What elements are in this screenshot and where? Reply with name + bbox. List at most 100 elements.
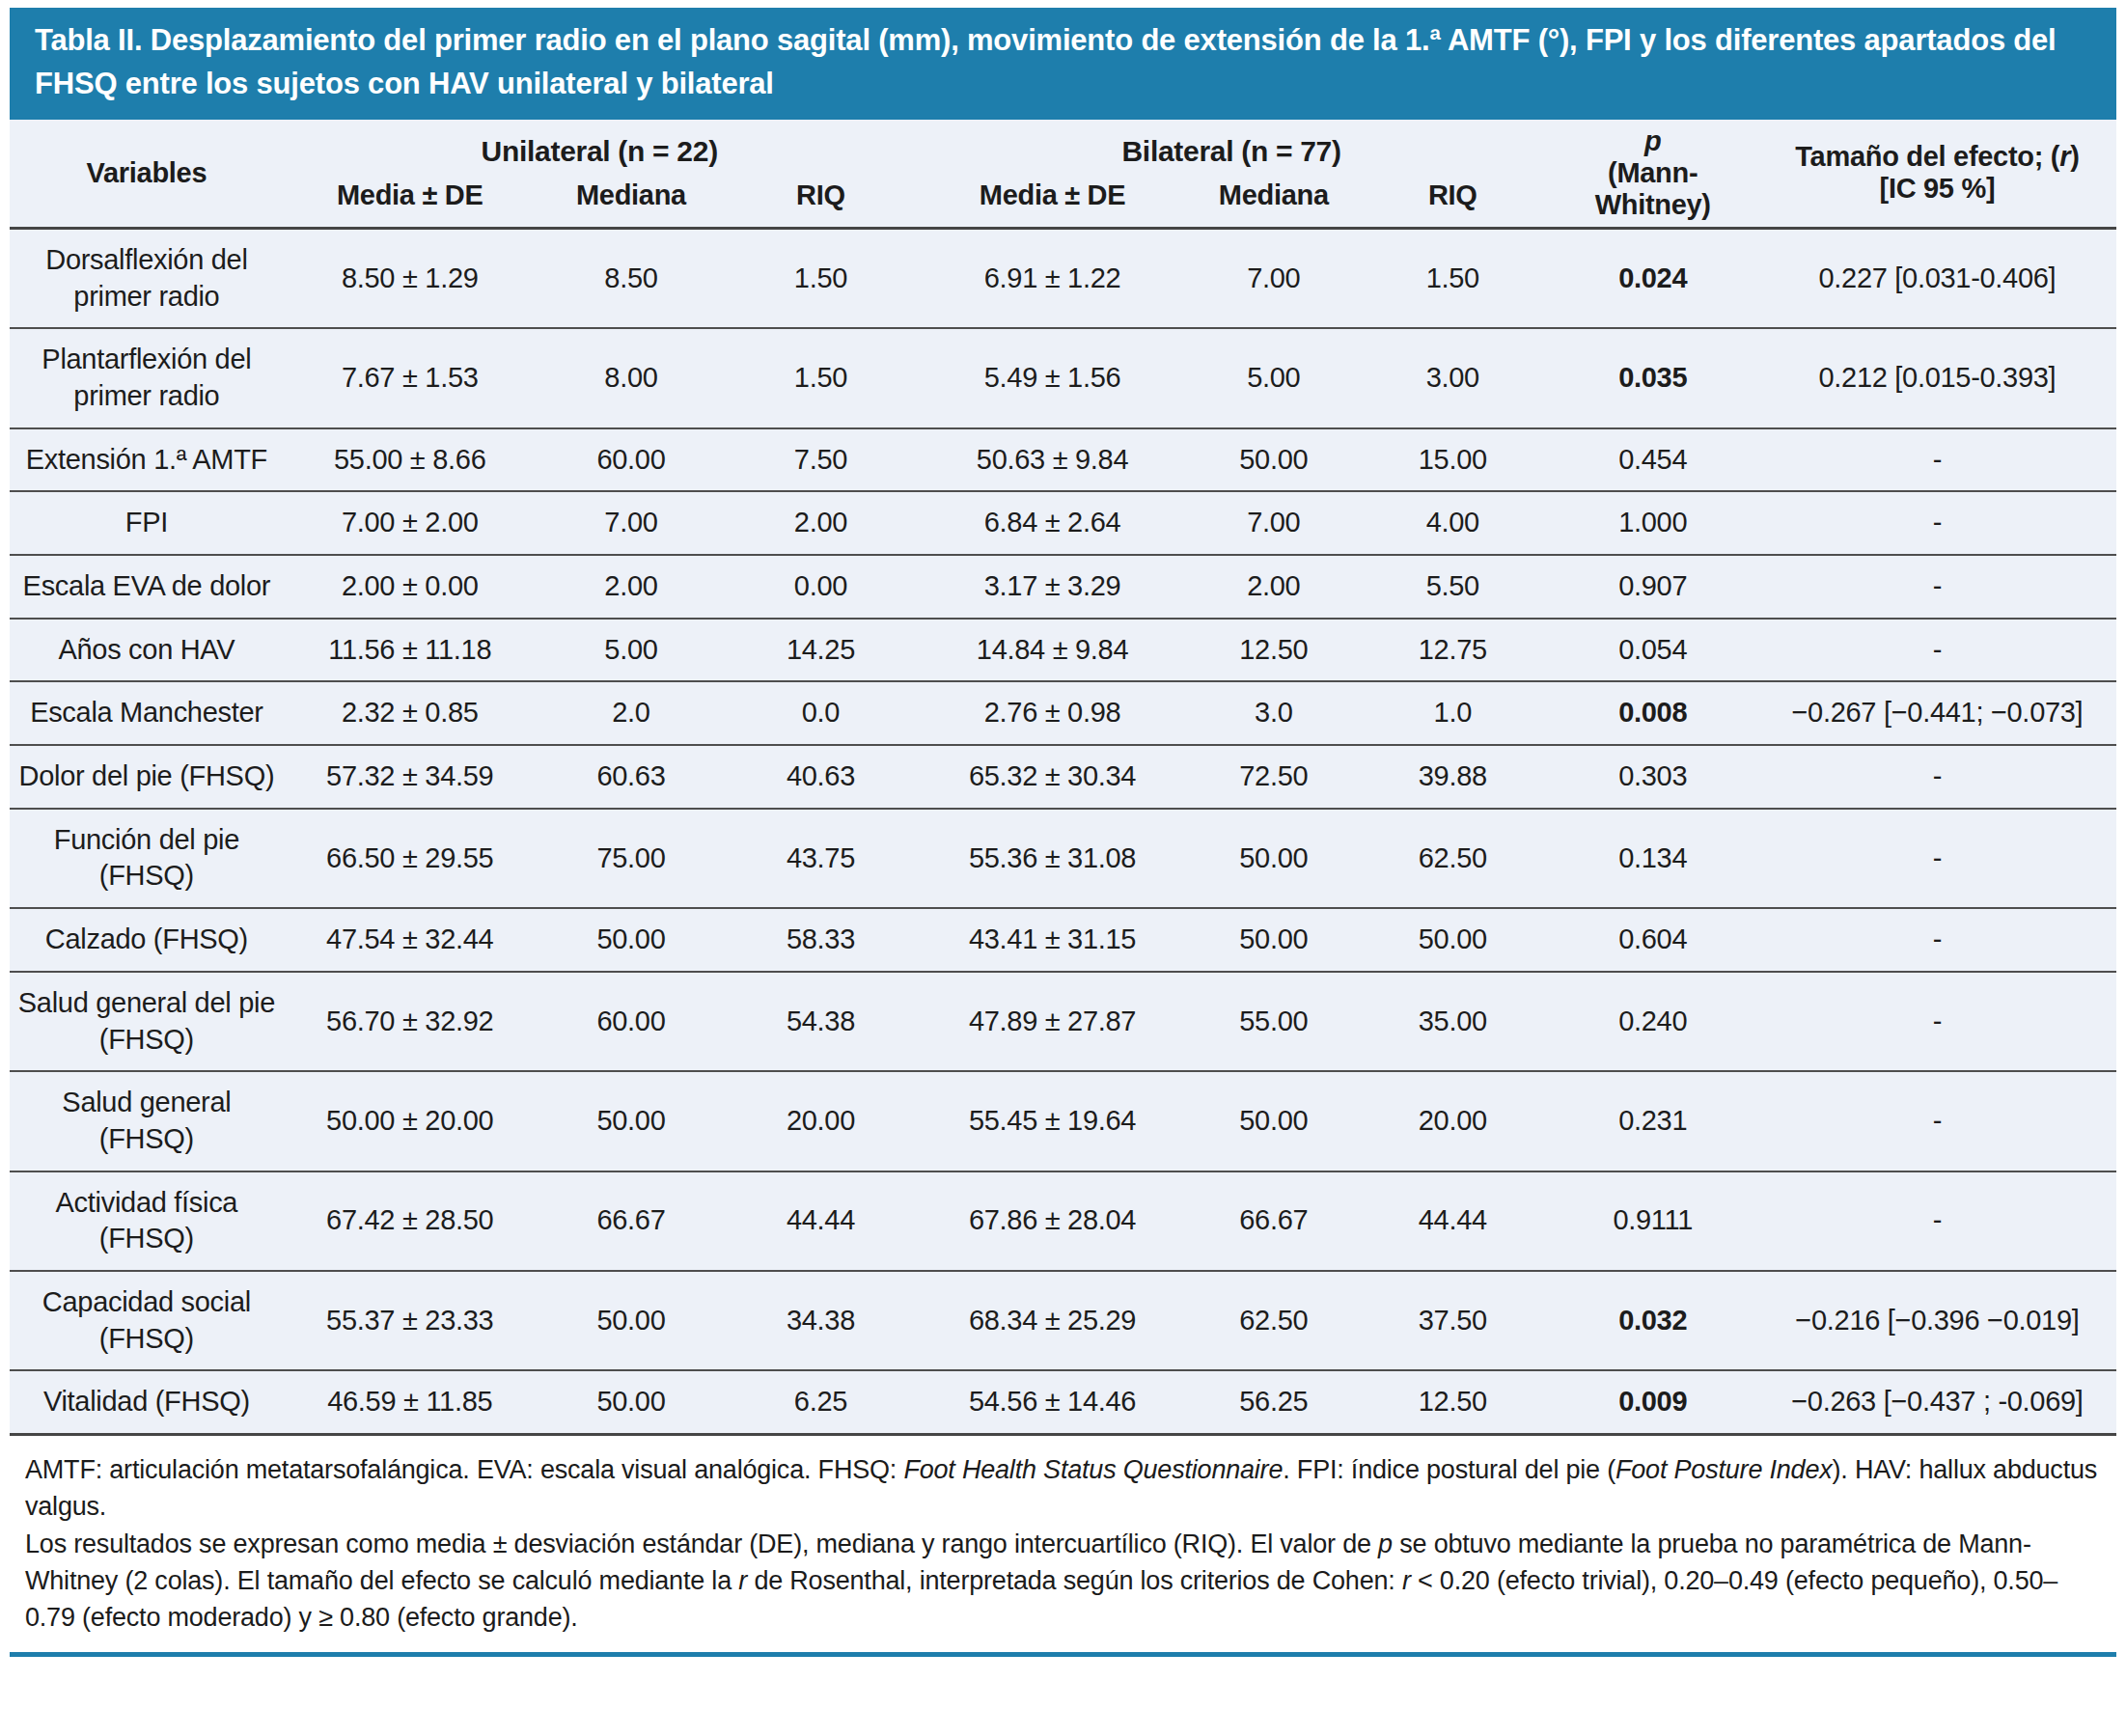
effect-size-value: 0.227 [0.031-0.406] [1758,228,2116,328]
variable-label: Actividad física (FHSQ) [10,1171,284,1271]
effect-size-value: - [1758,491,2116,555]
table-row: Dorsalflexión del primer radio 8.50 ± 1.… [10,228,2116,328]
bilateral-mediana-value: 3.0 [1189,681,1358,745]
p-value: 0.024 [1548,228,1758,328]
bilateral-media-value: 67.86 ± 28.04 [916,1171,1190,1271]
unilateral-media-value: 50.00 ± 20.00 [284,1071,537,1171]
p-value: 0.054 [1548,619,1758,682]
table-row: Años con HAV 11.56 ± 11.18 5.00 14.25 14… [10,619,2116,682]
p-value: 0.303 [1548,745,1758,809]
unilateral-mediana-value: 50.00 [537,1370,726,1434]
table-row: Dolor del pie (FHSQ) 57.32 ± 34.59 60.63… [10,745,2116,809]
bilateral-riq-value: 3.00 [1358,328,1547,427]
col-group-bilateral: Bilateral (n = 77) [916,120,1548,174]
effect-size-value: - [1758,1171,2116,1271]
unilateral-riq-value: 14.25 [726,619,915,682]
unilateral-mediana-value: 60.63 [537,745,726,809]
bilateral-media-value: 54.56 ± 14.46 [916,1370,1190,1434]
unilateral-riq-value: 34.38 [726,1271,915,1370]
variable-label: Escala Manchester [10,681,284,745]
unilateral-mediana-value: 8.50 [537,228,726,328]
bilateral-riq-value: 39.88 [1358,745,1547,809]
bilateral-riq-value: 37.50 [1358,1271,1547,1370]
effect-size-value: −0.263 [−0.437 ; -0.069] [1758,1370,2116,1434]
unilateral-mediana-value: 50.00 [537,1071,726,1171]
unilateral-media-value: 55.00 ± 8.66 [284,428,537,492]
bilateral-riq-value: 44.44 [1358,1171,1547,1271]
unilateral-media-value: 55.37 ± 23.33 [284,1271,537,1370]
bilateral-mediana-value: 66.67 [1189,1171,1358,1271]
effect-size-value: 0.212 [0.015-0.393] [1758,328,2116,427]
table-row: Función del pie (FHSQ) 66.50 ± 29.55 75.… [10,809,2116,908]
unilateral-riq-value: 0.00 [726,555,915,619]
table-row: Escala Manchester 2.32 ± 0.85 2.0 0.0 2.… [10,681,2116,745]
bilateral-riq-value: 12.75 [1358,619,1547,682]
p-value: 0.907 [1548,555,1758,619]
bilateral-mediana-value: 12.50 [1189,619,1358,682]
page: Tabla II. Desplazamiento del primer radi… [0,0,2126,1657]
effect-size-value: - [1758,428,2116,492]
unilateral-media-value: 46.59 ± 11.85 [284,1370,537,1434]
bilateral-media-value: 65.32 ± 30.34 [916,745,1190,809]
variable-label: Salud general (FHSQ) [10,1071,284,1171]
effect-label-pre: Tamaño del efecto; ( [1795,141,2059,172]
unilateral-media-value: 47.54 ± 32.44 [284,908,537,972]
col-header-effect-size: Tamaño del efecto; (r)[IC 95 %] [1758,120,2116,229]
col-header-mediana-unilateral: Mediana [537,174,726,229]
effect-size-value: - [1758,555,2116,619]
unilateral-media-value: 11.56 ± 11.18 [284,619,537,682]
unilateral-mediana-value: 60.00 [537,972,726,1071]
p-value: 0.454 [1548,428,1758,492]
col-header-mediana-bilateral: Mediana [1189,174,1358,229]
unilateral-media-value: 7.00 ± 2.00 [284,491,537,555]
table-row: Actividad física (FHSQ) 67.42 ± 28.50 66… [10,1171,2116,1271]
bilateral-mediana-value: 7.00 [1189,228,1358,328]
p-value: 0.9111 [1548,1171,1758,1271]
variable-label: Calzado (FHSQ) [10,908,284,972]
table-row: Escala EVA de dolor 2.00 ± 0.00 2.00 0.0… [10,555,2116,619]
effect-size-value: - [1758,619,2116,682]
bilateral-media-value: 50.63 ± 9.84 [916,428,1190,492]
bilateral-media-value: 6.91 ± 1.22 [916,228,1190,328]
table-header: Variables Unilateral (n = 22) Bilateral … [10,120,2116,229]
unilateral-mediana-value: 2.00 [537,555,726,619]
effect-label-post: ) [2070,141,2079,172]
bilateral-riq-value: 4.00 [1358,491,1547,555]
unilateral-riq-value: 40.63 [726,745,915,809]
footnote-methods: Los resultados se expresan como media ± … [25,1526,2099,1637]
table-footnotes: AMTF: articulación metatarsofalángica. E… [10,1436,2116,1644]
effect-size-value: −0.216 [−0.396 −0.019] [1758,1271,2116,1370]
unilateral-riq-value: 6.25 [726,1370,915,1434]
bilateral-riq-value: 20.00 [1358,1071,1547,1171]
variable-label: Plantarflexión del primer radio [10,328,284,427]
bilateral-riq-value: 15.00 [1358,428,1547,492]
p-value: 0.231 [1548,1071,1758,1171]
effect-size-value: - [1758,908,2116,972]
unilateral-mediana-value: 50.00 [537,1271,726,1370]
col-header-media-unilateral: Media ± DE [284,174,537,229]
bilateral-media-value: 5.49 ± 1.56 [916,328,1190,427]
bilateral-riq-value: 1.50 [1358,228,1547,328]
p-value: 0.035 [1548,328,1758,427]
effect-size-value: - [1758,809,2116,908]
effect-size-value: - [1758,1071,2116,1171]
bilateral-mediana-value: 56.25 [1189,1370,1358,1434]
unilateral-riq-value: 7.50 [726,428,915,492]
unilateral-riq-value: 43.75 [726,809,915,908]
bilateral-media-value: 68.34 ± 25.29 [916,1271,1190,1370]
table-body: Dorsalflexión del primer radio 8.50 ± 1.… [10,228,2116,1434]
unilateral-mediana-value: 7.00 [537,491,726,555]
bilateral-mediana-value: 5.00 [1189,328,1358,427]
col-header-p-mann-whitney: p(Mann-Whitney) [1548,120,1758,229]
bilateral-mediana-value: 55.00 [1189,972,1358,1071]
unilateral-mediana-value: 50.00 [537,908,726,972]
bilateral-riq-value: 35.00 [1358,972,1547,1071]
effect-r-symbol: r [2059,141,2070,172]
bilateral-media-value: 55.45 ± 19.64 [916,1071,1190,1171]
unilateral-media-value: 2.32 ± 0.85 [284,681,537,745]
p-value: 0.008 [1548,681,1758,745]
unilateral-riq-value: 2.00 [726,491,915,555]
table-row: Calzado (FHSQ) 47.54 ± 32.44 50.00 58.33… [10,908,2116,972]
variable-label: Extensión 1.ª AMTF [10,428,284,492]
table-row: Capacidad social (FHSQ) 55.37 ± 23.33 50… [10,1271,2116,1370]
